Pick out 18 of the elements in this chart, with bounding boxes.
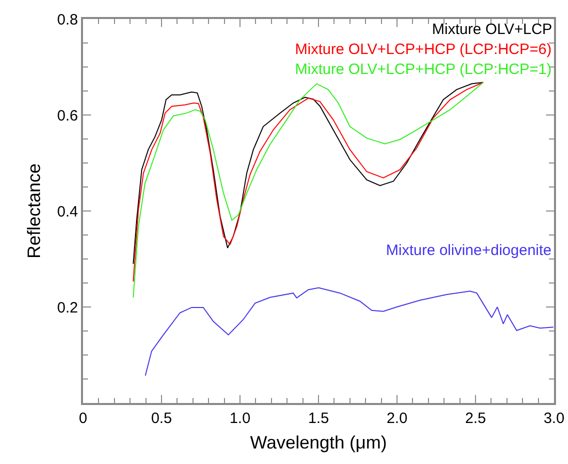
x-tick-label: 2.5 bbox=[465, 410, 486, 427]
x-tick-label: 1.5 bbox=[308, 410, 329, 427]
y-axis-title: Reflectance bbox=[24, 163, 44, 259]
y-tick-label: 0.4 bbox=[57, 203, 78, 220]
x-axis-title: Wavelength (μm) bbox=[250, 432, 387, 453]
y-tick-label: 0.8 bbox=[57, 11, 78, 28]
y-tick-label: 0.6 bbox=[57, 107, 78, 124]
series-label: Mixture OLV+LCP+HCP (LCP:HCP=1) bbox=[295, 61, 552, 78]
y-tick-label: 0.2 bbox=[57, 299, 78, 316]
text: Mixture olivine+diogenite bbox=[386, 242, 552, 259]
text: Mixture OLV+LCP+HCP (LCP:HCP=6) bbox=[295, 41, 552, 58]
x-tick-label: 0.5 bbox=[151, 410, 172, 427]
x-tick-label: 1.0 bbox=[230, 410, 250, 427]
x-tick-label: 2.0 bbox=[386, 410, 408, 427]
x-tick-label: 0 bbox=[78, 410, 88, 427]
x-tick-label: 3.0 bbox=[544, 410, 564, 427]
line-series bbox=[144, 287, 554, 376]
text: Mixture OLV+LCP bbox=[432, 21, 552, 38]
